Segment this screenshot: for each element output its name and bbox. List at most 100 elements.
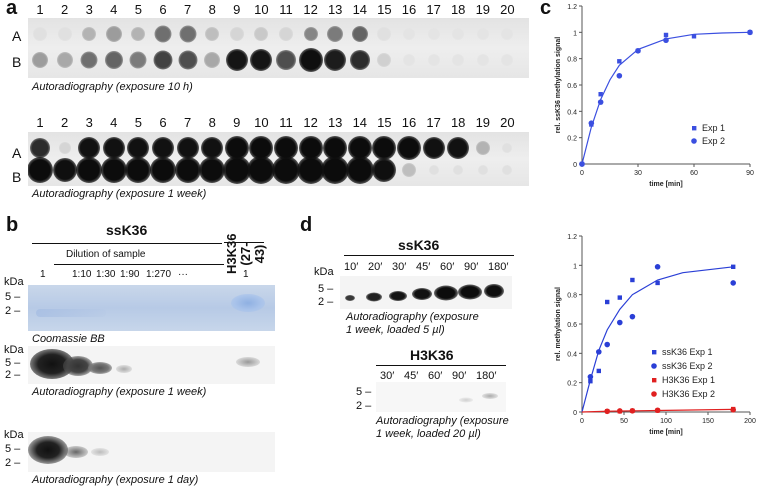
data-point-circle xyxy=(635,47,641,54)
time-label: 30′ xyxy=(380,370,395,382)
timecourse-band xyxy=(389,290,407,301)
dot-spot xyxy=(104,51,123,69)
dot-spot xyxy=(174,157,201,183)
y-tick-label: 0.8 xyxy=(567,57,577,64)
legend-marker-square xyxy=(652,350,657,355)
dot-spot xyxy=(179,25,197,43)
dot-spot xyxy=(205,27,220,41)
lane-number: 14 xyxy=(352,2,368,17)
y-tick-label: 0 xyxy=(573,162,577,169)
band-control xyxy=(236,357,260,367)
dilution-label: 1:90 xyxy=(120,269,140,280)
dot-spot xyxy=(100,157,127,183)
kda-label-d1: kDa xyxy=(314,266,334,278)
data-point-circle xyxy=(604,408,610,415)
lane-number: 20 xyxy=(500,115,515,130)
coomassie-gel xyxy=(28,285,275,331)
autorad-1day-caption: Autoradiography (exposure 1 day) xyxy=(32,474,199,486)
timecourse-band xyxy=(458,284,482,300)
y-tick-label: 0 xyxy=(573,410,577,417)
dot-spot xyxy=(250,49,273,71)
dot-spot xyxy=(452,28,465,40)
dot-spot xyxy=(422,137,445,159)
dot-spot xyxy=(377,27,392,41)
dot-spot xyxy=(57,27,72,41)
dot-spot xyxy=(30,138,50,158)
data-point-circle xyxy=(747,29,753,36)
legend-label: Exp 1 xyxy=(702,123,725,133)
dot-spot xyxy=(28,157,53,183)
row-label-b-week: B xyxy=(12,169,22,185)
h3k36-timecourse-gel xyxy=(376,382,506,412)
lane-number: 4 xyxy=(110,2,118,17)
mw-5-b2: 5 – xyxy=(5,357,21,369)
dot-spot xyxy=(102,137,125,159)
dot-spot xyxy=(427,28,440,40)
dilution-header: Dilution of sample xyxy=(66,249,146,260)
data-point-circle xyxy=(730,407,736,413)
time-label: 30′ xyxy=(392,261,407,273)
ssk36-bracket-d xyxy=(344,255,514,256)
dot-spot xyxy=(476,28,489,40)
h3k36-bracket-d xyxy=(376,365,506,366)
chart-c: 0 0.2 0.4 0.6 0.8 1 1.2 0 30 60 90 time [min] rel. s… xyxy=(555,4,754,188)
x-tick-label: 100 xyxy=(660,418,672,425)
day-band-1 xyxy=(28,436,68,464)
lane-number: 18 xyxy=(450,115,466,130)
time-label: 45′ xyxy=(404,370,419,382)
fit-curve xyxy=(581,31,751,165)
lane-number: 20 xyxy=(500,2,515,17)
lane-number: 12 xyxy=(303,2,318,17)
dot-spot xyxy=(372,136,397,160)
row-label-b: B xyxy=(12,54,22,70)
mw-2-b3: 2 – xyxy=(5,457,21,469)
lane-number: 8 xyxy=(208,115,216,130)
x-tick-label: 30 xyxy=(634,170,642,177)
data-point-circle xyxy=(588,120,595,126)
data-point-square xyxy=(655,280,660,286)
dot-spot xyxy=(105,26,122,42)
dot-spot xyxy=(324,49,347,71)
lane-number: 9 xyxy=(233,115,241,130)
dot-spot xyxy=(125,157,152,183)
data-point-square xyxy=(691,34,697,39)
lane-number: 15 xyxy=(377,115,392,130)
data-point-circle xyxy=(597,99,604,105)
ssk36-caption-d-1: Autoradiography (exposure xyxy=(346,311,479,323)
dot-spot xyxy=(58,142,71,154)
dot-spot xyxy=(82,27,97,41)
dot-spot xyxy=(345,156,374,184)
dot-spot xyxy=(372,158,397,182)
dot-spot xyxy=(52,158,77,182)
dot-spot xyxy=(150,157,176,183)
dilution-label: 1:10 xyxy=(72,269,92,280)
legend-label: H3K36 Exp 2 xyxy=(662,389,715,399)
dot-spot xyxy=(247,156,276,184)
time-label: 60′ xyxy=(440,261,455,273)
x-tick-label: 150 xyxy=(702,418,714,425)
lane-number: 14 xyxy=(352,115,368,130)
data-point-square xyxy=(731,264,736,269)
timecourse-band xyxy=(434,285,458,301)
data-point-circle xyxy=(596,349,602,355)
lane-number: 12 xyxy=(303,115,318,130)
dot-spot xyxy=(296,156,325,184)
lane-number: 9 xyxy=(233,2,241,17)
dilution-bracket xyxy=(54,264,224,265)
chart-d: 0 0.2 0.4 0.6 0.8 1 1.2 0 50 100 150 200 time [min] r… xyxy=(555,234,756,436)
coomassie-band-control xyxy=(231,294,265,312)
dot-spot xyxy=(33,27,47,41)
time-label: 20′ xyxy=(368,261,383,273)
dot-spot xyxy=(427,54,440,66)
autorad-1week-gel xyxy=(28,346,275,384)
y-axis-title: rel. methylation signal xyxy=(555,287,562,361)
dilution-label: 1:30 xyxy=(96,269,116,280)
y-tick-label: 0.6 xyxy=(567,83,577,90)
dot-spot xyxy=(32,52,48,68)
dot-spot xyxy=(176,137,199,159)
y-tick-label: 0.2 xyxy=(567,381,577,388)
dot-spot xyxy=(78,137,101,159)
panel-label-c: c xyxy=(540,0,552,19)
lane-number: 10 xyxy=(254,2,269,17)
data-point-square xyxy=(598,92,603,97)
